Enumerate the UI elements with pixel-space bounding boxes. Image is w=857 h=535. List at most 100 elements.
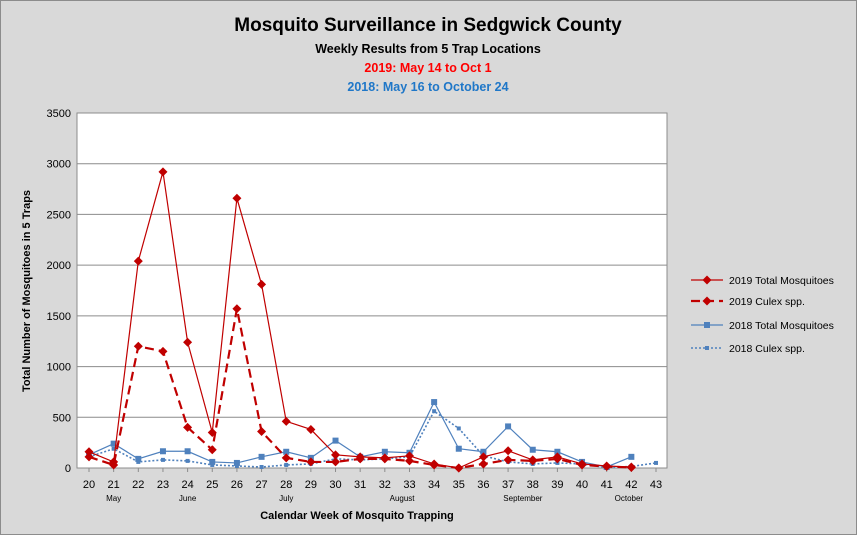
month-label: October bbox=[615, 494, 644, 503]
month-label: June bbox=[179, 494, 197, 503]
data-point bbox=[258, 453, 265, 460]
legend-label: 2018 Total Mosquitoes bbox=[729, 320, 834, 332]
y-tick-label: 3000 bbox=[47, 159, 71, 171]
data-point bbox=[183, 337, 193, 347]
x-tick-label: 31 bbox=[354, 479, 366, 491]
month-label: May bbox=[106, 494, 121, 503]
data-point bbox=[135, 455, 142, 462]
x-tick-label: 40 bbox=[576, 479, 588, 491]
y-tick-label: 1000 bbox=[47, 362, 71, 374]
x-tick-label: 29 bbox=[305, 479, 317, 491]
data-point bbox=[456, 426, 461, 431]
legend-swatch-marker bbox=[702, 275, 712, 285]
month-label: July bbox=[279, 494, 293, 503]
y-tick-label: 3500 bbox=[47, 108, 71, 120]
x-tick-label: 38 bbox=[527, 479, 539, 491]
data-point bbox=[281, 416, 291, 426]
data-point bbox=[432, 409, 437, 414]
series-2019-culex-spp bbox=[84, 304, 636, 473]
data-point bbox=[109, 460, 119, 470]
data-point bbox=[158, 346, 168, 356]
data-point bbox=[233, 459, 240, 466]
chart-subtitle-2018: 2018: May 16 to October 24 bbox=[347, 80, 508, 94]
legend-label: 2019 Total Mosquitoes bbox=[729, 275, 834, 287]
x-axis-ticks: 20 21 22 23 24 25 26 27 28 29 30 31 32 33 34 35 36 37 38 39… bbox=[77, 467, 667, 491]
data-point bbox=[232, 193, 242, 203]
x-axis-label: Calendar Week of Mosquito Trapping bbox=[260, 510, 454, 522]
x-tick-label: 37 bbox=[502, 479, 514, 491]
data-point bbox=[628, 453, 635, 460]
data-point bbox=[602, 461, 612, 471]
data-point bbox=[133, 256, 143, 266]
data-point bbox=[281, 453, 291, 463]
data-point bbox=[554, 448, 561, 455]
month-labels: May June July August September October bbox=[106, 494, 643, 503]
data-point bbox=[110, 440, 117, 447]
data-point bbox=[626, 462, 636, 472]
data-point bbox=[503, 455, 513, 465]
data-point bbox=[160, 457, 165, 462]
data-point bbox=[210, 462, 215, 467]
data-point bbox=[404, 456, 414, 466]
month-label: August bbox=[390, 494, 416, 503]
x-tick-label: 20 bbox=[83, 479, 95, 491]
x-tick-label: 24 bbox=[181, 479, 193, 491]
data-point bbox=[404, 451, 414, 461]
data-point bbox=[84, 447, 94, 457]
data-point bbox=[257, 426, 267, 436]
legend-swatch-marker bbox=[704, 322, 710, 328]
x-tick-label: 30 bbox=[329, 479, 341, 491]
legend-label: 2018 Culex spp. bbox=[729, 343, 805, 355]
data-point bbox=[552, 454, 562, 464]
x-tick-label: 33 bbox=[403, 479, 415, 491]
plot-area bbox=[76, 112, 668, 469]
data-point bbox=[455, 445, 462, 452]
data-point bbox=[207, 445, 217, 455]
chart-subtitle-2019: 2019: May 14 to Oct 1 bbox=[364, 61, 491, 75]
data-point bbox=[185, 458, 190, 463]
x-tick-label: 21 bbox=[108, 479, 120, 491]
data-point bbox=[505, 423, 512, 430]
data-point bbox=[232, 304, 242, 314]
data-point bbox=[332, 437, 339, 444]
data-point bbox=[136, 459, 141, 464]
x-tick-label: 25 bbox=[206, 479, 218, 491]
data-point bbox=[133, 341, 143, 351]
legend-label: 2019 Culex spp. bbox=[729, 296, 805, 308]
chart-title: Mosquito Surveillance in Sedgwick County bbox=[234, 15, 622, 36]
legend-swatch-marker bbox=[705, 346, 709, 350]
y-tick-label: 2000 bbox=[47, 260, 71, 272]
data-point bbox=[503, 446, 513, 456]
month-label: September bbox=[503, 494, 542, 503]
x-tick-label: 43 bbox=[650, 479, 662, 491]
data-point bbox=[528, 456, 538, 466]
legend-item: 2019 Total Mosquitoes bbox=[691, 275, 834, 287]
x-tick-label: 36 bbox=[477, 479, 489, 491]
x-tick-label: 22 bbox=[132, 479, 144, 491]
data-point bbox=[381, 448, 388, 455]
data-point bbox=[257, 279, 267, 289]
data-point bbox=[454, 463, 464, 473]
data-point bbox=[159, 448, 166, 455]
data-point bbox=[284, 462, 289, 467]
data-point bbox=[111, 446, 116, 451]
x-tick-label: 41 bbox=[601, 479, 613, 491]
data-point bbox=[283, 448, 290, 455]
data-point bbox=[331, 450, 341, 460]
data-point bbox=[306, 424, 316, 434]
legend: 2019 Total Mosquitoes 2019 Culex spp. 2018… bbox=[691, 275, 834, 355]
series-layer bbox=[84, 167, 658, 473]
data-point bbox=[478, 459, 488, 469]
data-point bbox=[306, 457, 316, 467]
data-point bbox=[654, 460, 658, 465]
data-point bbox=[259, 464, 264, 469]
data-point bbox=[429, 460, 439, 470]
legend-item: 2018 Total Mosquitoes bbox=[691, 320, 834, 332]
x-tick-label: 42 bbox=[625, 479, 637, 491]
data-point bbox=[183, 422, 193, 432]
y-axis-ticks: 0 500 1000 1500 2000 2500 3000 3500 bbox=[47, 108, 71, 475]
y-tick-label: 2500 bbox=[47, 209, 71, 221]
x-tick-label: 27 bbox=[255, 479, 267, 491]
